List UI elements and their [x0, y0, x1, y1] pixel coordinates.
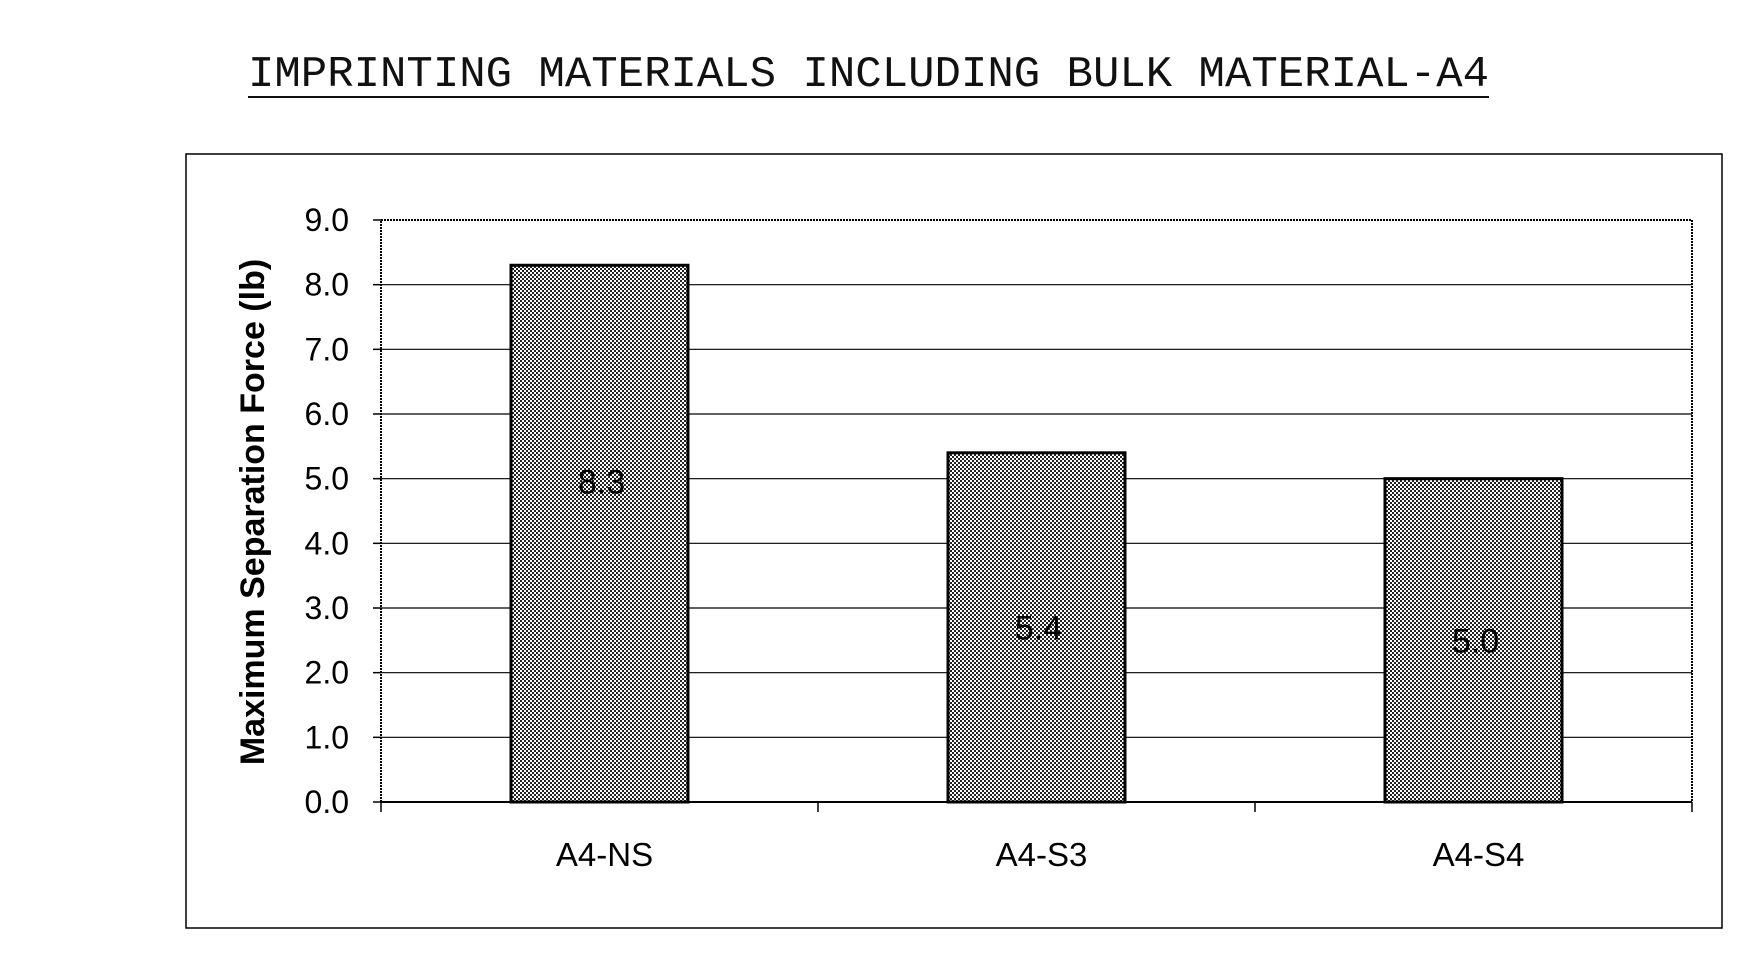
y-tick-label: 2.0	[305, 655, 349, 691]
y-tick-label: 6.0	[305, 396, 349, 432]
x-category-label: A4-NS	[556, 836, 653, 873]
y-tick-label: 3.0	[305, 590, 349, 626]
x-category-label: A4-S4	[1433, 836, 1525, 873]
y-tick-label: 1.0	[305, 719, 349, 755]
data-label: 5.0	[1452, 622, 1499, 660]
y-tick-label: 9.0	[305, 202, 349, 238]
data-label: 5.4	[1015, 609, 1062, 647]
y-axis-title: Maximum Separation Force (lb)	[234, 259, 272, 765]
y-tick-label: 5.0	[305, 461, 349, 497]
y-tick-label: 0.0	[305, 784, 349, 820]
y-tick-label: 4.0	[305, 525, 349, 561]
bars: 8.3 5.4 5.0	[511, 265, 1562, 802]
x-category-label: A4-S3	[996, 836, 1088, 873]
y-axis-ticks: 0.0 1.0 2.0 3.0 4.0 5.0 6.0 7.0 8.0 9.0	[305, 202, 381, 820]
data-label: 8.3	[578, 464, 625, 502]
y-tick-label: 7.0	[305, 331, 349, 367]
bar-a4-ns	[511, 265, 688, 802]
y-tick-label: 8.0	[305, 267, 349, 303]
x-axis: A4-NS A4-S3 A4-S4	[381, 802, 1692, 873]
